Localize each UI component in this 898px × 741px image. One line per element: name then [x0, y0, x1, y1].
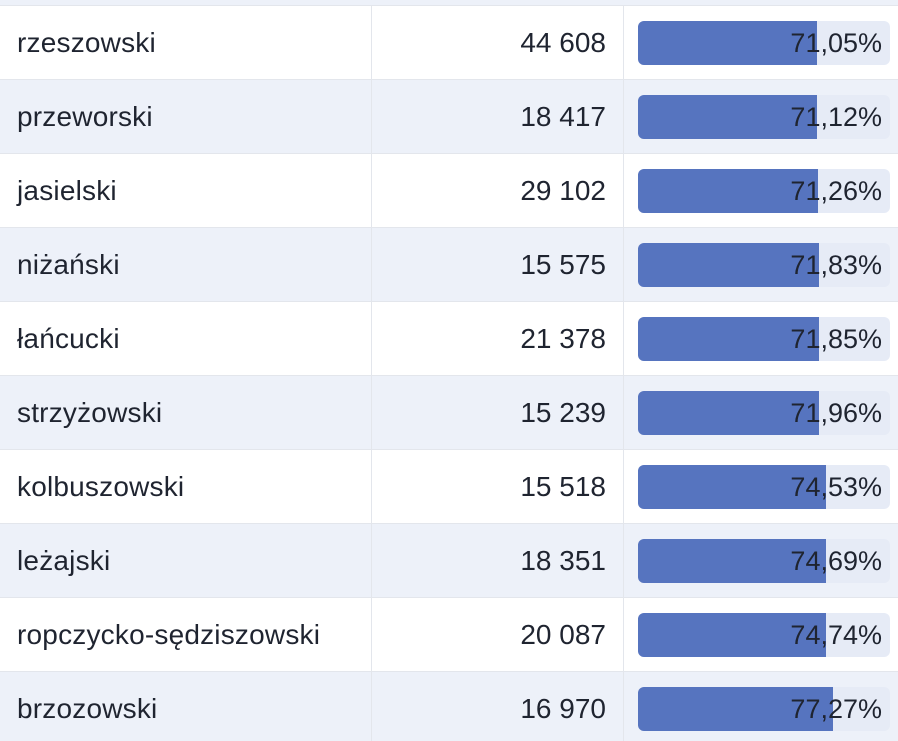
table-body: rzeszowski 44 608 71,05% przeworski 18 4…	[0, 6, 898, 741]
percentage-label: 71,05%	[790, 27, 882, 58]
percentage-label: 77,27%	[790, 693, 882, 724]
percentage-bar-track: 71,85%	[638, 316, 890, 361]
vote-count-cell: 15 518	[372, 450, 624, 523]
percentage-cell: 71,85%	[624, 302, 898, 375]
county-name-cell: ropczycko-sędziszowski	[0, 598, 372, 671]
percentage-bar-fill	[638, 242, 819, 287]
percentage-bar-track: 77,27%	[638, 686, 890, 731]
percentage-label: 71,83%	[790, 249, 882, 280]
vote-count-cell: 16 970	[372, 672, 624, 741]
county-name-cell: kolbuszowski	[0, 450, 372, 523]
percentage-cell: 74,53%	[624, 450, 898, 523]
percentage-bar-fill	[638, 612, 827, 657]
percentage-bar-track: 71,96%	[638, 390, 890, 435]
county-name-cell: łańcucki	[0, 302, 372, 375]
county-name-cell: rzeszowski	[0, 6, 372, 79]
percentage-bar-fill	[638, 464, 826, 509]
percentage-cell: 74,69%	[624, 524, 898, 597]
county-name-cell: brzozowski	[0, 672, 372, 741]
percentage-bar-track: 74,53%	[638, 464, 890, 509]
percentage-bar-track: 74,74%	[638, 612, 890, 657]
table-row: niżański 15 575 71,83%	[0, 228, 898, 302]
percentage-bar-track: 71,12%	[638, 94, 890, 139]
vote-count-cell: 21 378	[372, 302, 624, 375]
percentage-bar-fill	[638, 316, 820, 361]
percentage-bar-track: 71,05%	[638, 20, 890, 65]
percentage-bar-fill	[638, 390, 820, 435]
percentage-cell: 71,12%	[624, 80, 898, 153]
percentage-cell: 71,26%	[624, 154, 898, 227]
vote-count-cell: 44 608	[372, 6, 624, 79]
table-row: strzyżowski 15 239 71,96%	[0, 376, 898, 450]
county-name-cell: przeworski	[0, 80, 372, 153]
percentage-cell: 74,74%	[624, 598, 898, 671]
percentage-bar-fill	[638, 94, 818, 139]
percentage-cell: 71,05%	[624, 6, 898, 79]
percentage-label: 71,85%	[790, 323, 882, 354]
percentage-label: 71,26%	[790, 175, 882, 206]
table-row: łańcucki 21 378 71,85%	[0, 302, 898, 376]
table-row: leżajski 18 351 74,69%	[0, 524, 898, 598]
percentage-bar-fill	[638, 686, 833, 731]
county-name-cell: niżański	[0, 228, 372, 301]
vote-count-cell: 18 351	[372, 524, 624, 597]
percentage-bar-fill	[638, 20, 818, 65]
table-row: rzeszowski 44 608 71,05%	[0, 6, 898, 80]
table-row: jasielski 29 102 71,26%	[0, 154, 898, 228]
table-top-edge	[0, 0, 898, 6]
county-name-cell: jasielski	[0, 154, 372, 227]
table-row: przeworski 18 417 71,12%	[0, 80, 898, 154]
percentage-label: 74,53%	[790, 471, 882, 502]
percentage-bar-fill	[638, 168, 818, 213]
table-row: ropczycko-sędziszowski 20 087 74,74%	[0, 598, 898, 672]
county-name-cell: strzyżowski	[0, 376, 372, 449]
percentage-bar-track: 74,69%	[638, 538, 890, 583]
vote-count-cell: 20 087	[372, 598, 624, 671]
percentage-label: 74,74%	[790, 619, 882, 650]
percentage-bar-track: 71,83%	[638, 242, 890, 287]
vote-count-cell: 18 417	[372, 80, 624, 153]
percentage-label: 71,96%	[790, 397, 882, 428]
vote-count-cell: 29 102	[372, 154, 624, 227]
percentage-cell: 71,83%	[624, 228, 898, 301]
percentage-cell: 77,27%	[624, 672, 898, 741]
percentage-cell: 71,96%	[624, 376, 898, 449]
percentage-label: 71,12%	[790, 101, 882, 132]
percentage-label: 74,69%	[790, 545, 882, 576]
table-row: brzozowski 16 970 77,27%	[0, 672, 898, 741]
table-row: kolbuszowski 15 518 74,53%	[0, 450, 898, 524]
vote-count-cell: 15 575	[372, 228, 624, 301]
percentage-bar-fill	[638, 538, 827, 583]
vote-count-cell: 15 239	[372, 376, 624, 449]
percentage-bar-track: 71,26%	[638, 168, 890, 213]
county-name-cell: leżajski	[0, 524, 372, 597]
